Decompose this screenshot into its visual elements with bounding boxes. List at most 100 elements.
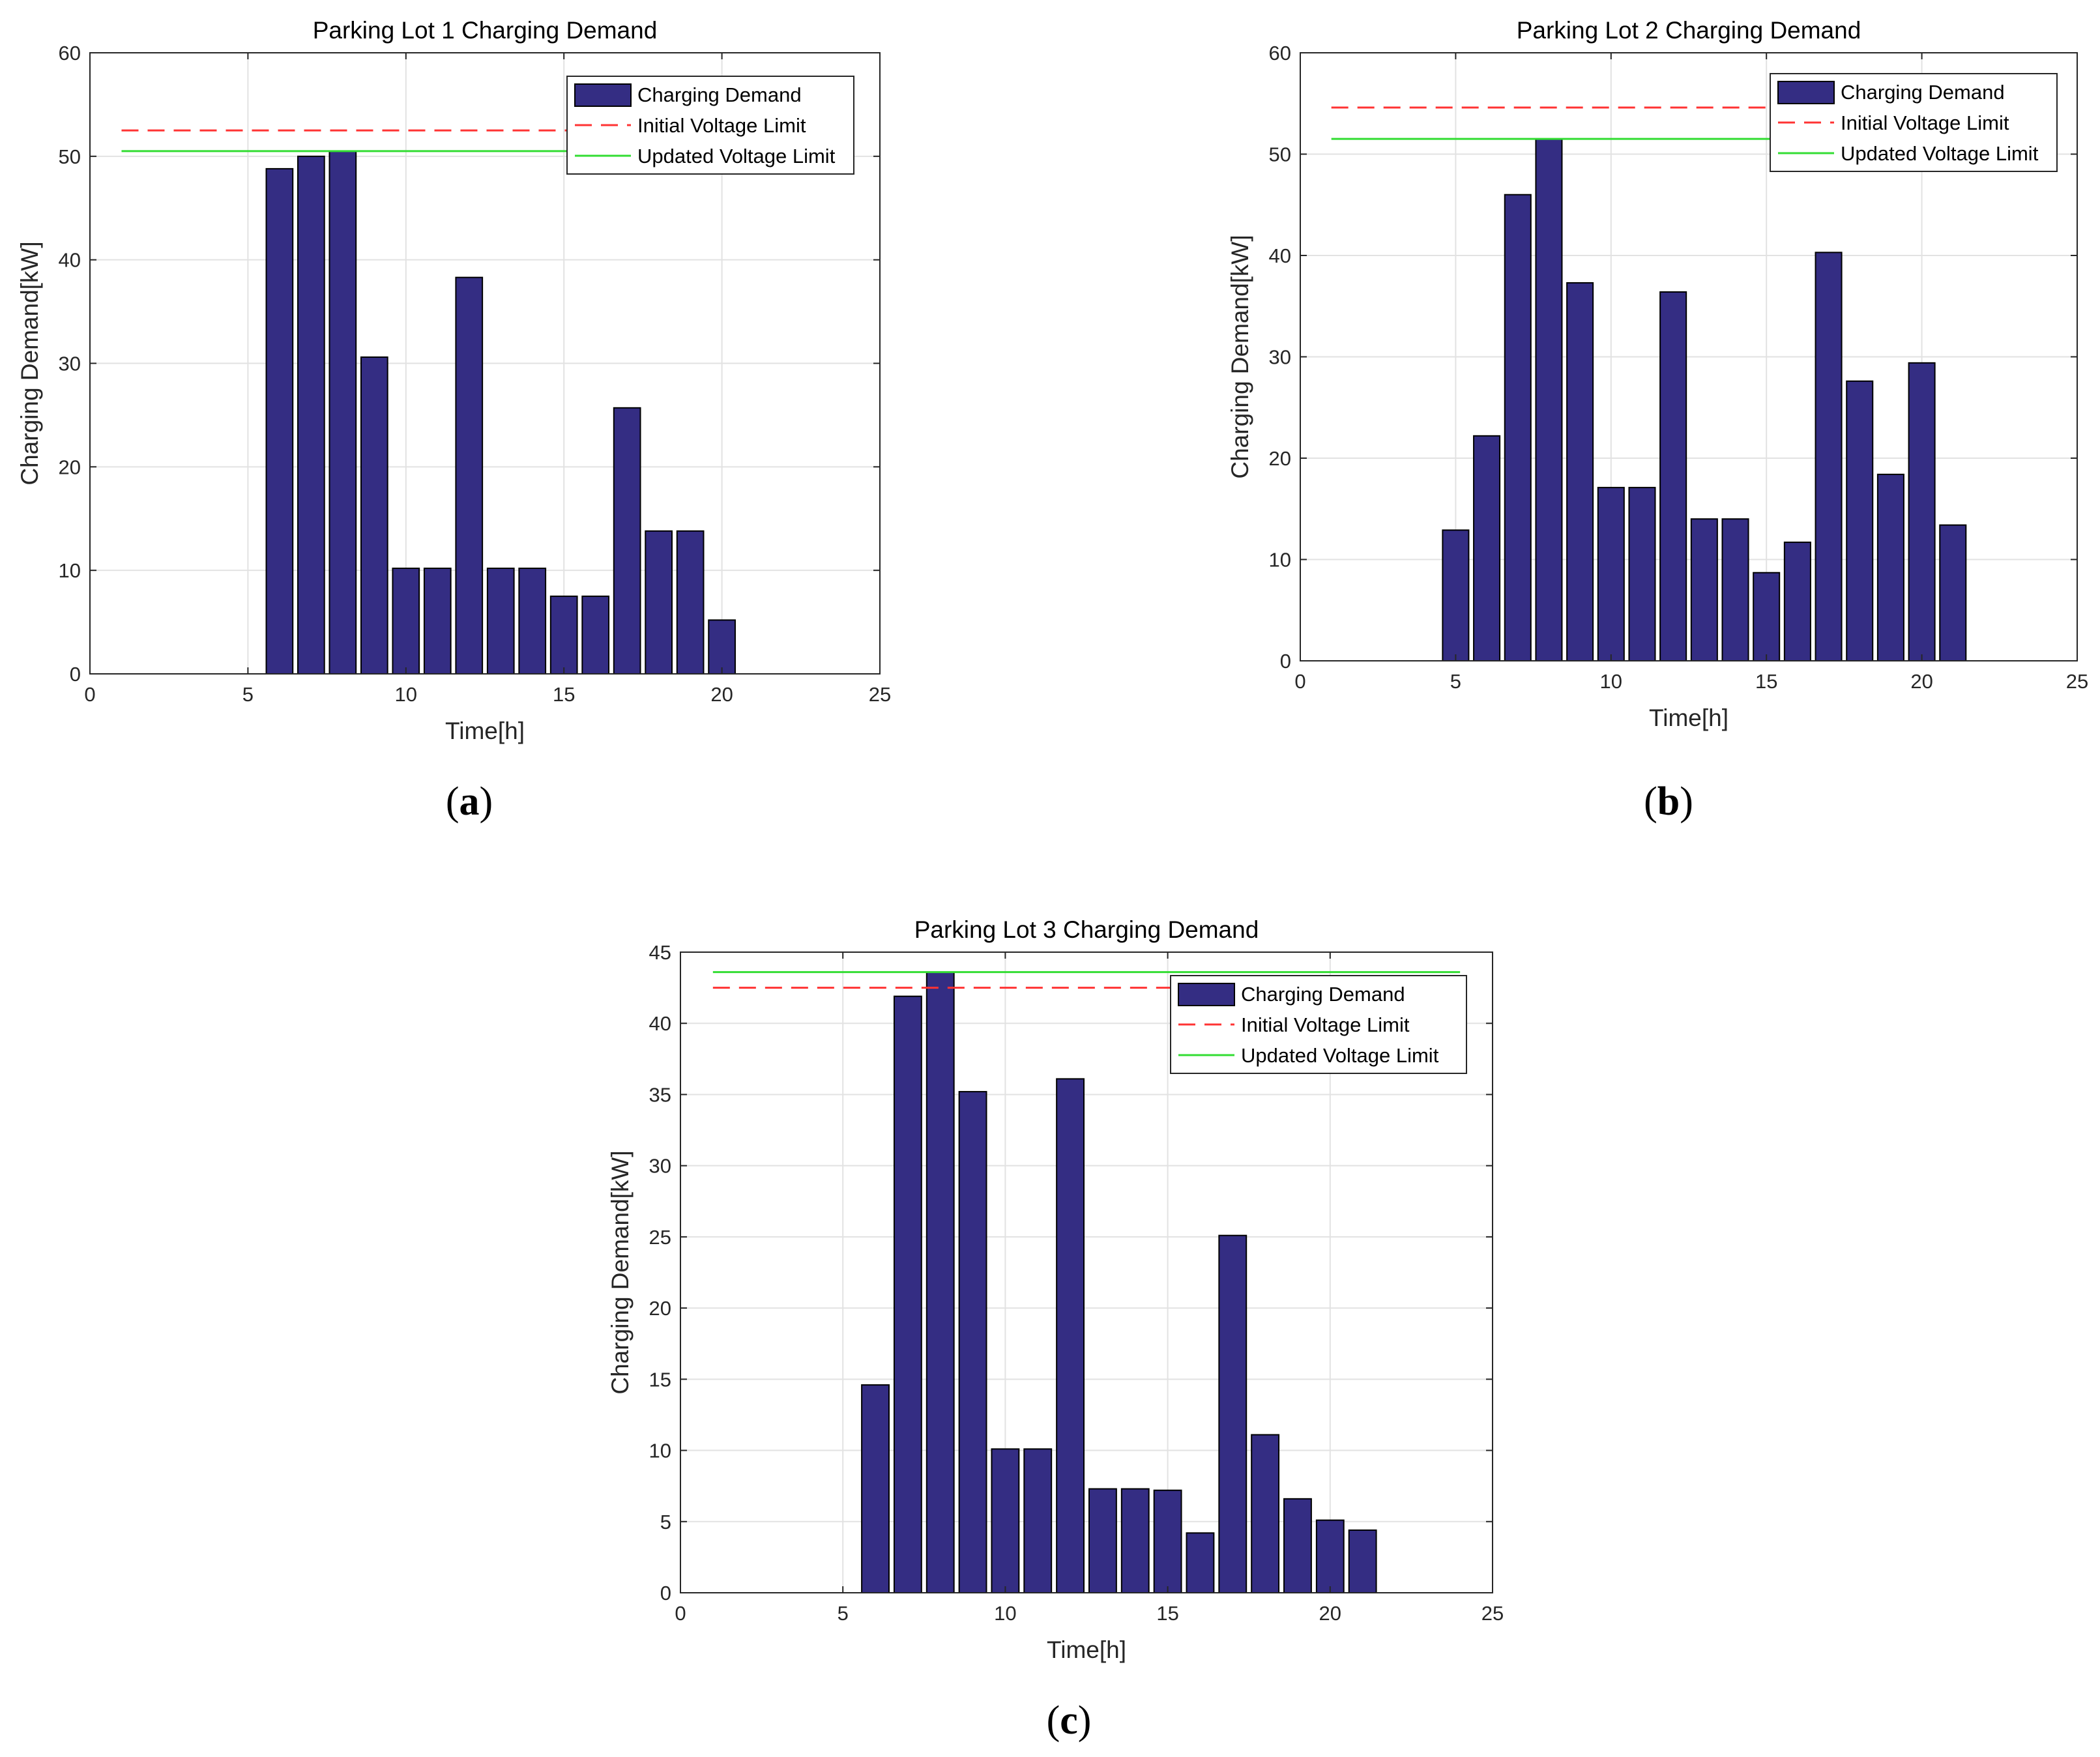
panel-caption: (b) [1644, 779, 1693, 824]
x-tick-label: 25 [869, 683, 891, 706]
y-tick-label: 40 [1269, 244, 1291, 267]
y-axis-label: Charging Demand[kW] [16, 241, 43, 485]
y-tick-label: 25 [649, 1226, 671, 1249]
y-tick-label: 20 [1269, 447, 1291, 470]
x-tick-label: 10 [994, 1602, 1016, 1625]
axes-box [680, 951, 1493, 1593]
legend-swatch-charging-demand [1777, 81, 1835, 104]
x-tick-label: 25 [2066, 670, 2088, 693]
bar-hour-17 [1815, 252, 1843, 661]
x-tick-label: 15 [1755, 670, 1777, 693]
legend-entry: Updated Voltage Limit [1241, 1044, 1439, 1067]
bar-hour-14 [1120, 1488, 1150, 1594]
bar-hour-20 [1908, 362, 1936, 662]
y-tick-label: 0 [660, 1582, 671, 1605]
bar-hour-17 [1218, 1234, 1247, 1593]
y-tick-label: 5 [660, 1511, 671, 1533]
bar-hour-9 [1566, 282, 1594, 661]
legend: Charging Demand Initial Voltage Limit Upda… [566, 76, 854, 175]
chart-title: Parking Lot 2 Charging Demand [1517, 17, 1861, 44]
x-tick-label: 10 [395, 683, 417, 706]
x-tick-label: 0 [84, 683, 95, 706]
bar-hour-15 [549, 595, 578, 675]
legend-entry: Initial Voltage Limit [637, 114, 806, 137]
bar-hour-18 [645, 530, 673, 675]
y-tick-label: 30 [649, 1155, 671, 1178]
legend-entry: Updated Voltage Limit [637, 145, 836, 167]
x-axis-label: Time[h] [445, 718, 525, 744]
bar-hour-7 [1504, 194, 1532, 661]
legend-entry: Initial Voltage Limit [1241, 1013, 1410, 1036]
x-tick-label: 15 [1156, 1602, 1178, 1625]
x-tick-label: 10 [1600, 670, 1622, 693]
x-tick-label: 5 [242, 683, 254, 706]
bar-hour-9 [958, 1091, 987, 1593]
bar-hour-21 [1348, 1529, 1377, 1594]
bar-hour-14 [1721, 518, 1749, 661]
chart-panel-c: 0 5 10 15 20 25 0 5 10 15 20 25 30 35 40 45 Parking Lot … [607, 916, 1504, 1743]
y-axis-label: Charging Demand[kW] [607, 1150, 634, 1394]
bar-hour-18 [1846, 380, 1874, 661]
bar-hour-11 [1628, 487, 1656, 661]
x-tick-label: 25 [1481, 1602, 1504, 1625]
bar-hour-9 [360, 356, 388, 675]
bar-hour-14 [518, 567, 547, 675]
x-tick-label: 20 [1910, 670, 1932, 693]
legend-swatch-charging-demand [574, 83, 632, 107]
bar-hour-7 [893, 995, 922, 1593]
legend-entry: Charging Demand [1241, 983, 1405, 1006]
x-tick-label: 5 [1450, 670, 1461, 693]
y-tick-label: 40 [649, 1012, 671, 1035]
bar-hour-8 [328, 150, 357, 675]
bar-hour-20 [1315, 1519, 1345, 1593]
bar-hour-11 [423, 567, 452, 675]
y-tick-label: 0 [70, 663, 81, 686]
bar-hour-15 [1753, 572, 1781, 662]
chart-title: Parking Lot 3 Charging Demand [914, 916, 1259, 943]
bar-hour-19 [1876, 473, 1904, 661]
bar-hour-20 [708, 619, 736, 675]
bar-hour-8 [926, 971, 955, 1594]
bar-hour-16 [1186, 1532, 1215, 1594]
bar-hour-6 [1473, 435, 1501, 661]
legend-entry: Initial Voltage Limit [1841, 111, 2009, 134]
x-tick-label: 0 [1294, 670, 1305, 693]
bar-hour-19 [676, 530, 705, 675]
bar-hour-15 [1153, 1489, 1182, 1593]
y-tick-label: 0 [1280, 650, 1291, 673]
bar-hour-10 [991, 1448, 1020, 1593]
bar-hour-5 [1442, 529, 1470, 662]
y-tick-label: 30 [59, 353, 81, 375]
y-tick-label: 20 [59, 456, 81, 478]
bar-hour-12 [1056, 1078, 1085, 1593]
y-tick-label: 10 [59, 559, 81, 582]
bar-hour-6 [861, 1384, 890, 1593]
bar-hour-13 [1088, 1488, 1117, 1594]
chart-panel-b: 0 5 10 15 20 25 0 10 20 30 40 50 60 Parking Lot 2 Cha… [1227, 17, 2088, 824]
bar-hour-13 [1690, 518, 1718, 661]
chart-title: Parking Lot 1 Charging Demand [313, 17, 658, 44]
bar-hour-17 [613, 407, 641, 675]
y-tick-label: 50 [59, 145, 81, 168]
bar-hour-12 [1659, 291, 1687, 662]
y-tick-label: 60 [59, 42, 81, 65]
bar-hour-10 [1597, 487, 1625, 661]
legend: Charging Demand Initial Voltage Limit Upda… [1770, 73, 2058, 172]
legend: Charging Demand Initial Voltage Limit Upda… [1170, 975, 1467, 1074]
panel-caption: (c) [1047, 1698, 1092, 1743]
bar-hour-10 [392, 567, 420, 675]
x-tick-label: 20 [710, 683, 733, 706]
y-tick-label: 10 [649, 1440, 671, 1462]
x-tick-label: 5 [838, 1602, 849, 1625]
y-tick-label: 40 [59, 249, 81, 272]
panel-caption-letter: a [459, 779, 480, 824]
y-tick-label: 50 [1269, 143, 1291, 166]
y-tick-label: 60 [1269, 42, 1291, 65]
chart-panel-a: 0 5 10 15 20 25 0 10 20 30 40 50 60 Parking Lot 1 Cha… [16, 17, 891, 824]
y-tick-label: 45 [649, 941, 671, 964]
bar-hour-7 [297, 155, 325, 675]
bar-hour-8 [1535, 138, 1563, 662]
x-axis-label: Time[h] [1649, 704, 1728, 731]
bar-hour-6 [265, 167, 294, 675]
